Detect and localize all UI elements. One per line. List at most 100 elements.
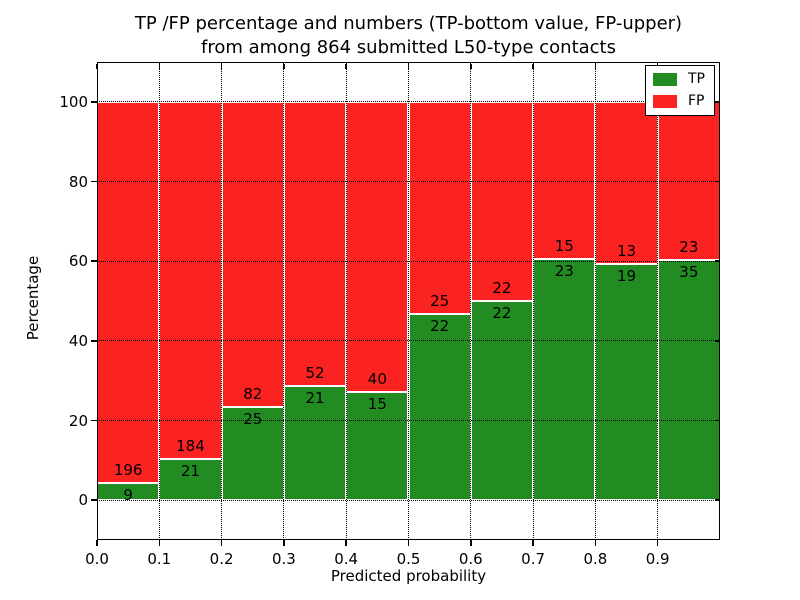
x-tick-label: 0.2 bbox=[209, 550, 234, 568]
chart-title-line2: from among 864 submitted L50-type contac… bbox=[200, 37, 616, 58]
x-tick-label: 0.4 bbox=[334, 550, 359, 568]
plot-area: 196 9 184 21 82 25 52 21 40 15 25 22 22 22 15 23 13 19 23 3… bbox=[97, 62, 720, 540]
v-gridline bbox=[532, 62, 534, 540]
y-tick-mark-right bbox=[715, 101, 720, 103]
bar-segment-fp bbox=[159, 101, 222, 460]
fp-count-label: 15 bbox=[554, 237, 574, 256]
bar-segment-tp bbox=[221, 407, 284, 501]
bar-segment-fp bbox=[533, 101, 596, 260]
legend-item-tp: TP bbox=[653, 72, 705, 87]
x-tick-mark-top bbox=[532, 63, 534, 69]
bar-segment-fp bbox=[283, 101, 347, 386]
bar-segment-tp bbox=[595, 263, 658, 501]
x-tick-mark-top bbox=[594, 63, 597, 69]
y-tick-mark-right bbox=[715, 180, 720, 183]
y-axis-label: Percentage bbox=[24, 255, 42, 341]
y-tick-label: 60 bbox=[68, 252, 88, 271]
legend-label-fp: FP bbox=[688, 93, 705, 109]
v-gridline bbox=[657, 62, 659, 540]
y-tick-label: 20 bbox=[68, 411, 88, 430]
x-tick-mark bbox=[345, 540, 347, 546]
y-tick-mark-right bbox=[715, 260, 720, 262]
v-gridline bbox=[158, 62, 160, 540]
y-tick-label: 80 bbox=[68, 172, 88, 191]
x-tick-mark-top bbox=[96, 63, 98, 69]
y-tick-mark bbox=[90, 180, 97, 183]
bar-segment-tp bbox=[283, 385, 347, 501]
x-tick-mark-top bbox=[470, 63, 472, 69]
legend-swatch-tp bbox=[653, 73, 677, 86]
x-axis-label: Predicted probability bbox=[330, 567, 487, 585]
y-tick-label: 40 bbox=[68, 331, 88, 350]
tp-count-label: 23 bbox=[554, 262, 574, 281]
v-gridline bbox=[345, 62, 347, 540]
x-tick-label: 0.1 bbox=[147, 550, 172, 568]
tp-count-label: 19 bbox=[616, 266, 637, 285]
tp-count-label: 21 bbox=[180, 462, 200, 481]
bar-segment-tp bbox=[657, 259, 720, 501]
fp-count-label: 23 bbox=[679, 237, 699, 256]
fp-count-label: 13 bbox=[616, 241, 637, 260]
tp-count-label: 21 bbox=[305, 388, 325, 407]
y-tick-label: 100 bbox=[59, 92, 88, 111]
x-tick-mark bbox=[594, 540, 597, 546]
y-tick-mark bbox=[90, 260, 97, 262]
v-gridline bbox=[470, 62, 472, 540]
bar-segment-fp bbox=[346, 101, 409, 392]
bar-segment-fp bbox=[408, 101, 471, 314]
x-tick-mark bbox=[220, 540, 223, 546]
x-tick-mark-top bbox=[283, 63, 285, 69]
y-tick-mark bbox=[90, 419, 97, 422]
tp-count-label: 35 bbox=[679, 262, 699, 281]
bar-segment-tp bbox=[346, 391, 409, 501]
y-tick-label: 0 bbox=[78, 491, 88, 510]
tp-count-label: 15 bbox=[367, 394, 387, 413]
x-tick-mark-top bbox=[220, 63, 223, 69]
legend: TP FP bbox=[645, 65, 715, 116]
tp-count-label: 22 bbox=[492, 304, 512, 322]
bar-segment-fp bbox=[97, 101, 160, 483]
legend-label-tp: TP bbox=[688, 71, 705, 87]
v-gridline bbox=[221, 62, 223, 540]
x-tick-label: 0.7 bbox=[521, 550, 546, 568]
x-tick-label: 0.5 bbox=[396, 550, 421, 568]
x-tick-mark bbox=[283, 540, 285, 546]
y-tick-mark bbox=[90, 101, 97, 103]
fp-count-label: 52 bbox=[305, 363, 325, 382]
x-tick-mark bbox=[96, 540, 98, 546]
bar-segment-fp bbox=[221, 101, 284, 408]
x-tick-mark bbox=[656, 540, 659, 546]
fp-count-label: 184 bbox=[176, 437, 205, 456]
x-tick-mark-top bbox=[407, 63, 410, 69]
y-tick-mark-right bbox=[715, 419, 720, 422]
x-tick-label: 0.9 bbox=[645, 550, 670, 568]
chart-title-line1: TP /FP percentage and numbers (TP-bottom… bbox=[134, 13, 683, 34]
legend-swatch-fp bbox=[653, 95, 677, 108]
v-gridline bbox=[283, 62, 285, 540]
x-tick-label: 0.8 bbox=[583, 550, 608, 568]
bar-segment-fp bbox=[595, 101, 658, 264]
chart-title: TP /FP percentage and numbers (TP-bottom… bbox=[97, 12, 720, 60]
y-tick-mark-right bbox=[715, 499, 720, 501]
fp-count-label: 82 bbox=[243, 385, 263, 404]
x-tick-mark-top bbox=[345, 63, 347, 69]
y-tick-mark-right bbox=[715, 340, 720, 342]
fp-count-label: 25 bbox=[430, 291, 450, 310]
tp-count-label: 22 bbox=[430, 316, 450, 335]
legend-item-fp: FP bbox=[653, 94, 705, 109]
tp-count-label: 25 bbox=[243, 410, 263, 429]
x-tick-label: 0.0 bbox=[85, 550, 109, 568]
y-tick-mark bbox=[90, 499, 97, 501]
x-tick-mark-top bbox=[158, 63, 161, 69]
bar-segment-tp bbox=[470, 301, 534, 501]
fp-count-label: 40 bbox=[367, 369, 387, 388]
v-gridline bbox=[594, 62, 596, 540]
bar-segment-tp bbox=[408, 313, 471, 501]
bar-segment-tp bbox=[533, 259, 596, 501]
tp-count-label: 9 bbox=[123, 485, 133, 504]
y-tick-mark bbox=[90, 340, 97, 342]
x-tick-mark bbox=[532, 540, 534, 546]
v-gridline bbox=[408, 62, 409, 540]
fp-count-label: 196 bbox=[113, 460, 143, 479]
